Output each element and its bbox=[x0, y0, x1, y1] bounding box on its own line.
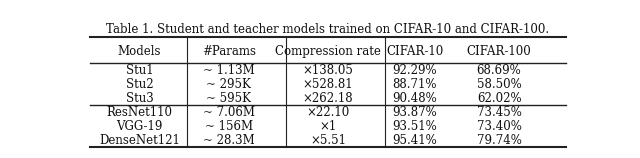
Text: 90.48%: 90.48% bbox=[392, 92, 437, 105]
Text: 62.02%: 62.02% bbox=[477, 92, 522, 105]
Text: Compression rate: Compression rate bbox=[275, 45, 381, 58]
Text: 68.69%: 68.69% bbox=[477, 64, 522, 77]
Text: 58.50%: 58.50% bbox=[477, 78, 522, 91]
Text: 93.87%: 93.87% bbox=[392, 106, 437, 119]
Text: 73.45%: 73.45% bbox=[477, 106, 522, 119]
Text: 93.51%: 93.51% bbox=[392, 120, 437, 133]
Text: 79.74%: 79.74% bbox=[477, 134, 522, 147]
Text: ×22.10: ×22.10 bbox=[307, 106, 349, 119]
Text: ×138.05: ×138.05 bbox=[303, 64, 353, 77]
Text: 92.29%: 92.29% bbox=[392, 64, 437, 77]
Text: 73.40%: 73.40% bbox=[477, 120, 522, 133]
Text: ~ 156M: ~ 156M bbox=[205, 120, 253, 133]
Text: VGG-19: VGG-19 bbox=[116, 120, 163, 133]
Text: Table 1. Student and teacher models trained on CIFAR-10 and CIFAR-100.: Table 1. Student and teacher models trai… bbox=[106, 23, 550, 36]
Text: ~ 295K: ~ 295K bbox=[206, 78, 252, 91]
Text: 95.41%: 95.41% bbox=[392, 134, 437, 147]
Text: ×5.51: ×5.51 bbox=[310, 134, 346, 147]
Text: ~ 7.06M: ~ 7.06M bbox=[203, 106, 255, 119]
Text: CIFAR-10: CIFAR-10 bbox=[386, 45, 444, 58]
Text: Stu1: Stu1 bbox=[125, 64, 154, 77]
Text: DenseNet121: DenseNet121 bbox=[99, 134, 180, 147]
Text: ×528.81: ×528.81 bbox=[303, 78, 353, 91]
Text: 88.71%: 88.71% bbox=[392, 78, 437, 91]
Text: ~ 28.3M: ~ 28.3M bbox=[203, 134, 255, 147]
Text: Stu3: Stu3 bbox=[125, 92, 154, 105]
Text: Models: Models bbox=[118, 45, 161, 58]
Text: ×1: ×1 bbox=[319, 120, 337, 133]
Text: Stu2: Stu2 bbox=[125, 78, 154, 91]
Text: ~ 1.13M: ~ 1.13M bbox=[203, 64, 255, 77]
Text: ResNet110: ResNet110 bbox=[106, 106, 173, 119]
Text: ×262.18: ×262.18 bbox=[303, 92, 353, 105]
Text: CIFAR-100: CIFAR-100 bbox=[467, 45, 531, 58]
Text: #Params: #Params bbox=[202, 45, 256, 58]
Text: ~ 595K: ~ 595K bbox=[206, 92, 252, 105]
